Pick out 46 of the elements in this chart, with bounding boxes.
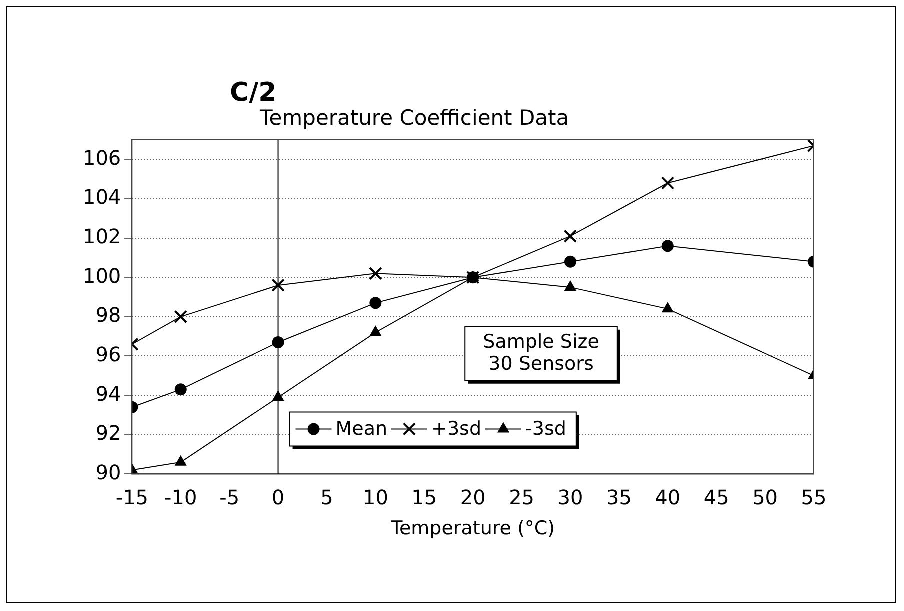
y-tick-label: 90 bbox=[96, 460, 122, 484]
x-axis-title: Temperature (°C) bbox=[390, 518, 556, 540]
x-tick-label: 5 bbox=[320, 485, 334, 510]
x-tick-label: 15 bbox=[412, 485, 438, 510]
legend-label: +3sd bbox=[432, 418, 482, 440]
y-tick-label: 104 bbox=[82, 185, 122, 210]
x-tick-label: -5 bbox=[220, 485, 240, 510]
point bbox=[370, 297, 382, 310]
y-tick-label: 94 bbox=[96, 382, 122, 406]
x-tick-label: 20 bbox=[460, 485, 486, 510]
x-tick-label: 45 bbox=[704, 485, 730, 510]
legend-label: Mean bbox=[336, 418, 388, 440]
legend-label: -3sd bbox=[526, 418, 566, 440]
point bbox=[369, 267, 382, 280]
y-tick-label: 98 bbox=[96, 303, 122, 328]
point bbox=[174, 310, 188, 324]
chart-title: C/2 bbox=[230, 78, 277, 108]
x-tick-label: 35 bbox=[606, 485, 632, 510]
point bbox=[662, 240, 674, 252]
point bbox=[662, 303, 674, 313]
point bbox=[565, 281, 576, 291]
x-tick-label: 0 bbox=[272, 485, 285, 510]
y-tick-label: 92 bbox=[96, 421, 122, 446]
point bbox=[272, 336, 284, 348]
point bbox=[272, 278, 285, 292]
y-tick-label: 102 bbox=[82, 224, 122, 248]
x-tick-label: 40 bbox=[655, 485, 681, 510]
point bbox=[661, 176, 675, 190]
x-tick-label: 55 bbox=[801, 485, 827, 510]
x-tick-label: 25 bbox=[509, 485, 535, 510]
annotation: Sample Size 30 Sensors bbox=[483, 330, 600, 375]
x-tick-label: -10 bbox=[164, 485, 198, 510]
point bbox=[564, 256, 576, 268]
point bbox=[176, 456, 186, 466]
x-tick-label: 10 bbox=[362, 485, 388, 510]
point bbox=[564, 230, 578, 243]
x-tick-label: -15 bbox=[116, 485, 149, 510]
point bbox=[174, 384, 187, 396]
y-tick-label: 96 bbox=[96, 342, 122, 366]
chart-subtitle: Temperature Coefficient Data bbox=[260, 106, 570, 130]
y-tick-label: 100 bbox=[82, 264, 122, 288]
x-tick-label: 50 bbox=[752, 485, 778, 510]
point bbox=[272, 392, 284, 402]
y-tick-label: 106 bbox=[82, 146, 122, 170]
point bbox=[370, 326, 382, 336]
x-tick-label: 30 bbox=[558, 485, 584, 510]
